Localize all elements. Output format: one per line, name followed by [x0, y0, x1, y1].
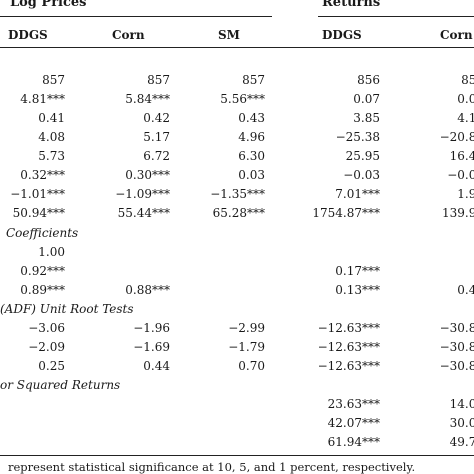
table-cell-lp-corn: 0.42: [143, 111, 170, 125]
table-cell-r-corn: 856: [461, 73, 474, 87]
table-cell-r-ddgs: −12.63***: [317, 340, 380, 354]
column-header-lp-ddgs: DDGS: [8, 28, 48, 42]
table-cell-r-ddgs: −12.63***: [317, 321, 380, 335]
table-cell-r-corn: 0.08: [457, 92, 474, 106]
bottom-rule: [0, 455, 474, 456]
table-cell-r-ddgs: −25.38: [335, 130, 380, 144]
table-cell-lp-sm: 5.56***: [220, 92, 265, 106]
table-cell-lp-sm: −1.35***: [210, 187, 265, 201]
table-cell-lp-corn: 0.44: [143, 359, 170, 373]
table-cell-lp-corn: 5.84***: [125, 92, 170, 106]
table-cell-r-ddgs: −12.63***: [317, 359, 380, 373]
table-cell-r-ddgs: 0.17***: [335, 264, 380, 278]
section-label-coefficients: Coefficients: [6, 226, 79, 240]
table-cell-r-ddgs: 61.94***: [327, 435, 380, 449]
table-cell-r-ddgs: 25.95: [345, 149, 380, 163]
table-cell-lp-ddgs: 1.00: [38, 245, 65, 259]
table-cell-lp-sm: 6.30: [238, 149, 265, 163]
table-cell-lp-corn: 5.17: [143, 130, 170, 144]
column-header-r-corn: Corn: [440, 28, 473, 42]
table-cell-lp-sm: 857: [242, 73, 265, 87]
footnote: represent statistical significance at 10…: [8, 460, 416, 474]
column-header-lp-corn: Corn: [112, 28, 145, 42]
table-cell-lp-ddgs: −3.06: [28, 321, 65, 335]
table-cell-r-corn: −30.80: [439, 321, 474, 335]
table-cell-lp-corn: 55.44***: [117, 206, 170, 220]
section-label-adf: (ADF) Unit Root Tests: [0, 302, 134, 316]
table-cell-r-corn: −20.88: [439, 130, 474, 144]
group-rule-returns: [318, 16, 474, 17]
table-cell-lp-ddgs: 0.41: [38, 111, 65, 125]
table-cell-r-corn: 4.18: [457, 111, 474, 125]
table-cell-r-corn: 0.47: [457, 283, 474, 297]
table-cell-lp-ddgs: −2.09: [28, 340, 65, 354]
table-cell-lp-corn: −1.69: [133, 340, 170, 354]
table-cell-r-ddgs: 23.63***: [327, 397, 380, 411]
table-cell-lp-ddgs: 50.94***: [12, 206, 65, 220]
table-cell-r-ddgs: 42.07***: [327, 416, 380, 430]
table-cell-lp-ddgs: 4.08: [38, 130, 65, 144]
table-cell-lp-sm: 0.03: [238, 168, 265, 182]
table-cell-lp-ddgs: −1.01***: [10, 187, 65, 201]
table-cell-r-corn: 139.98: [442, 206, 474, 220]
table-cell-r-corn: 14.09: [449, 397, 474, 411]
table-cell-lp-corn: 0.88***: [125, 283, 170, 297]
table-cell-r-corn: −30.81: [439, 340, 474, 354]
table-cell-r-corn: −0.07: [447, 168, 474, 182]
table-cell-lp-ddgs: 0.92***: [20, 264, 65, 278]
table-cell-r-ddgs: 3.85: [353, 111, 380, 125]
table-cell-lp-corn: −1.96: [133, 321, 170, 335]
table-cell-r-ddgs: −0.03: [343, 168, 380, 182]
table-cell-lp-sm: 4.96: [238, 130, 265, 144]
group-header-returns: Returns: [322, 0, 381, 10]
header-rule: [0, 47, 474, 48]
table-cell-lp-ddgs: 0.25: [38, 359, 65, 373]
table-cell-r-corn: 16.49: [449, 149, 474, 163]
table-cell-r-ddgs: 7.01***: [335, 187, 380, 201]
group-header-log-prices: Log Prices: [10, 0, 87, 10]
table-cell-r-corn: 1.98: [457, 187, 474, 201]
table-cell-lp-corn: 857: [147, 73, 170, 87]
table-cell-lp-corn: 0.30***: [125, 168, 170, 182]
table-cell-lp-ddgs: 4.81***: [20, 92, 65, 106]
section-label-squared-returns: or Squared Returns: [0, 378, 121, 392]
table-cell-r-corn: 49.70: [449, 435, 474, 449]
table-cell-r-ddgs: 0.07: [353, 92, 380, 106]
table-cell-lp-ddgs: 857: [42, 73, 65, 87]
table-cell-lp-sm: 65.28***: [212, 206, 265, 220]
column-header-lp-sm: SM: [218, 28, 240, 42]
table-cell-r-ddgs: 0.13***: [335, 283, 380, 297]
table-cell-r-corn: 30.09: [449, 416, 474, 430]
table-cell-lp-ddgs: 5.73: [38, 149, 65, 163]
table-cell-lp-ddgs: 0.32***: [20, 168, 65, 182]
table-cell-lp-sm: 0.70: [238, 359, 265, 373]
table-cell-lp-sm: −1.79: [228, 340, 265, 354]
table-cell-r-ddgs: 1754.87***: [312, 206, 380, 220]
table-cell-lp-corn: −1.09***: [115, 187, 170, 201]
table-cell-lp-ddgs: 0.89***: [20, 283, 65, 297]
group-rule-log-prices: [0, 16, 272, 17]
table-cell-r-ddgs: 856: [357, 73, 380, 87]
column-header-r-ddgs: DDGS: [322, 28, 362, 42]
table-cell-lp-sm: −2.99: [228, 321, 265, 335]
table-cell-r-corn: −30.81: [439, 359, 474, 373]
table-cell-lp-corn: 6.72: [143, 149, 170, 163]
table-cell-lp-sm: 0.43: [238, 111, 265, 125]
